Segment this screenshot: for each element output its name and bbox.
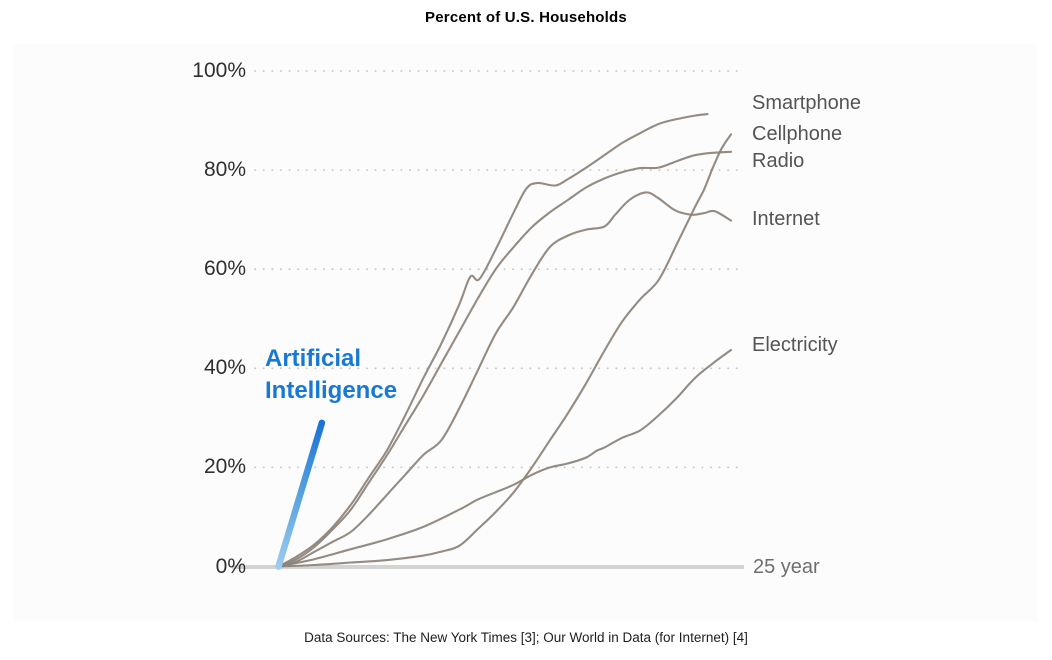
- y-tick-label-0: 0%: [215, 554, 246, 578]
- ai-series-label: Artificial Intelligence: [265, 343, 397, 407]
- ai-series-label-line2: Intelligence: [265, 377, 398, 404]
- series-line-internet: [277, 191, 733, 568]
- series-label-radio: Radio: [752, 150, 805, 172]
- series-label-internet: Internet: [752, 208, 820, 230]
- chart-panel: [14, 44, 1038, 622]
- series-label-electricity: Electricity: [752, 334, 838, 356]
- ai-series-label-line1: Artificial: [265, 345, 362, 372]
- y-tick-label-60: 60%: [203, 257, 246, 281]
- data-sources-note: Data Sources: The New York Times [3]; Ou…: [304, 630, 748, 645]
- series-line-cellphone: [277, 133, 733, 568]
- y-tick-label-40: 40%: [203, 356, 246, 380]
- series-label-smartphone: Smartphone: [752, 92, 861, 114]
- y-tick-label-100: 100%: [192, 59, 246, 82]
- y-tick-label-80: 80%: [203, 158, 246, 182]
- x-axis-end-label: 25 year: [753, 556, 820, 578]
- chart-title: Percent of U.S. Households: [425, 9, 627, 26]
- series-line-radio: [277, 150, 733, 568]
- series-label-cellphone: Cellphone: [752, 123, 843, 145]
- series-line-artificial-intelligence: [275, 419, 326, 570]
- series-line-smartphone: [277, 113, 709, 568]
- series-line-electricity: [277, 348, 733, 568]
- y-tick-label-20: 20%: [203, 455, 246, 479]
